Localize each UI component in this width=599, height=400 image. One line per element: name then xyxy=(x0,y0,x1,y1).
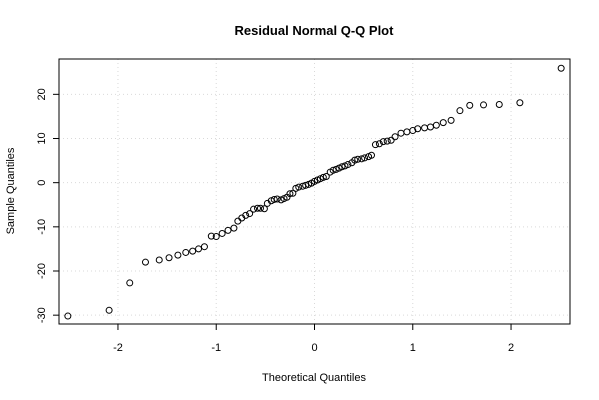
x-axis-label: Theoretical Quantiles xyxy=(262,372,366,384)
data-points xyxy=(64,64,565,320)
data-point xyxy=(105,306,113,314)
data-point xyxy=(516,99,524,107)
data-point xyxy=(414,125,422,133)
data-point xyxy=(302,181,310,189)
data-point xyxy=(480,101,488,109)
data-point xyxy=(439,119,447,127)
data-point xyxy=(344,161,352,169)
y-axis-label: Sample Quantiles xyxy=(5,147,17,234)
x-tick-label: -1 xyxy=(211,342,221,354)
data-point xyxy=(212,233,220,241)
data-point xyxy=(397,129,405,137)
data-point xyxy=(64,312,72,320)
data-point xyxy=(165,254,173,262)
grid-lines xyxy=(59,59,570,324)
data-point xyxy=(432,121,440,129)
data-point xyxy=(286,190,294,198)
data-point xyxy=(338,163,346,171)
data-point xyxy=(126,279,134,287)
data-point xyxy=(495,100,503,108)
data-point xyxy=(224,226,232,234)
data-point xyxy=(174,251,182,259)
data-point xyxy=(250,205,258,213)
y-tick-label: -20 xyxy=(36,263,48,279)
x-tick-label: 0 xyxy=(311,342,317,354)
x-tick-label: 2 xyxy=(508,342,514,354)
y-tick-label: 0 xyxy=(36,180,48,186)
y-axis: -30 -20 -10 0 10 20 xyxy=(36,88,59,323)
data-point xyxy=(371,141,379,149)
data-point xyxy=(322,172,330,180)
data-point xyxy=(426,123,434,131)
data-point xyxy=(447,116,455,124)
data-point xyxy=(260,205,268,213)
data-point xyxy=(141,258,149,266)
y-tick-label: 10 xyxy=(36,132,48,144)
data-point xyxy=(466,101,474,109)
data-point xyxy=(391,133,399,141)
x-axis: -2 -1 0 1 2 xyxy=(113,324,514,354)
y-tick-label: 20 xyxy=(36,88,48,100)
chart-title: Residual Normal Q-Q Plot xyxy=(235,23,395,38)
data-point xyxy=(379,138,387,146)
data-point xyxy=(367,151,375,159)
data-point xyxy=(329,166,337,174)
data-point xyxy=(182,248,190,256)
data-point xyxy=(254,204,262,212)
data-point xyxy=(375,140,383,148)
data-point xyxy=(195,245,203,253)
data-point xyxy=(218,229,226,237)
data-point xyxy=(557,64,565,72)
data-point xyxy=(295,183,303,191)
data-point xyxy=(189,247,197,255)
data-point xyxy=(403,128,411,136)
data-point xyxy=(234,217,242,225)
data-point xyxy=(383,137,391,145)
data-point xyxy=(387,136,395,144)
data-point xyxy=(207,232,215,240)
data-point xyxy=(354,155,362,163)
data-point xyxy=(246,210,254,218)
x-tick-label: -2 xyxy=(113,342,123,354)
data-point xyxy=(409,127,417,135)
data-point xyxy=(155,256,163,264)
data-point xyxy=(361,154,369,162)
data-point xyxy=(456,107,464,115)
data-point xyxy=(351,156,359,164)
data-point xyxy=(230,224,238,232)
data-point xyxy=(200,243,208,251)
y-tick-label: -10 xyxy=(36,219,48,235)
data-point xyxy=(421,124,429,132)
data-point xyxy=(256,204,264,212)
data-point xyxy=(242,211,250,219)
data-point xyxy=(319,173,327,181)
data-point xyxy=(273,195,281,203)
x-tick-label: 1 xyxy=(410,342,416,354)
data-point xyxy=(270,195,278,203)
y-tick-label: -30 xyxy=(36,307,48,323)
data-point xyxy=(358,155,366,163)
